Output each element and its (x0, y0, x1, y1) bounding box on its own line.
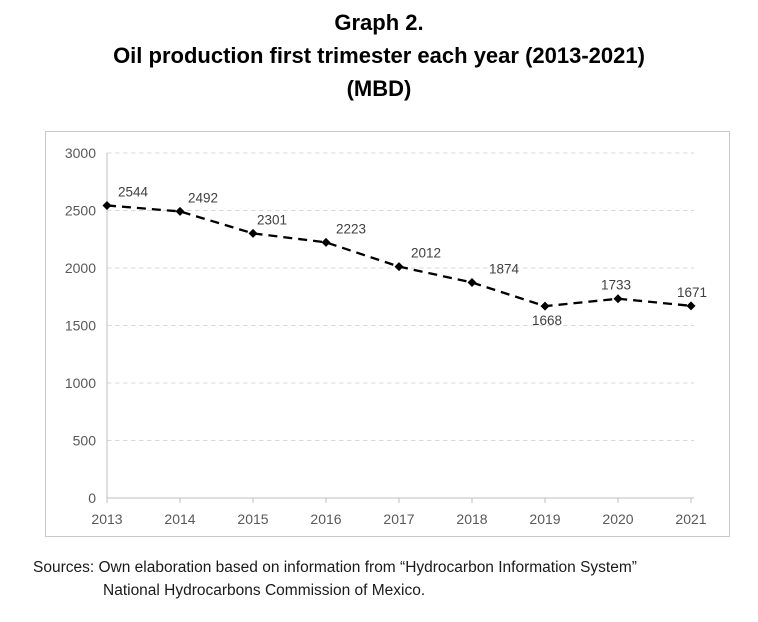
x-tick-label: 2015 (237, 511, 268, 527)
data-point-label: 1733 (601, 278, 631, 293)
data-point-marker (540, 301, 550, 311)
chart-title-line2: Oil production first trimester each year… (113, 43, 645, 68)
data-point-label: 2012 (411, 246, 441, 261)
y-tick-label: 1500 (65, 318, 96, 334)
data-point-marker (175, 206, 185, 216)
data-line (106, 204, 692, 308)
x-tick-label: 2019 (529, 511, 560, 527)
data-point-marker (613, 294, 623, 304)
chart-area: 0 500 1000 1500 2000 2500 3000 2013 2014 2015 2016… (45, 131, 730, 537)
data-point-marker (467, 277, 477, 287)
chart-title-line3: (MBD) (346, 76, 412, 101)
data-point-marker (321, 237, 331, 247)
data-point-label: 2223 (336, 221, 366, 236)
data-point-label: 1668 (532, 313, 562, 328)
x-tick-label: 2013 (91, 511, 122, 527)
data-point-marker (394, 262, 404, 272)
chart-title: Graph 2. Oil production first trimester … (0, 6, 758, 105)
y-tick-label: 3000 (65, 145, 96, 161)
data-point-label: 2492 (188, 190, 218, 205)
data-point-label: 2544 (118, 184, 149, 199)
chart-svg: 0 500 1000 1500 2000 2500 3000 2013 2014 2015 2016… (65, 145, 707, 527)
data-point-label: 2301 (257, 212, 287, 227)
x-tick-label: 2021 (675, 511, 706, 527)
data-point-marker (686, 301, 696, 311)
data-point-marker (102, 200, 112, 210)
y-tick-label: 2000 (65, 260, 96, 276)
source-line2: National Hydrocarbons Commission of Mexi… (103, 582, 426, 599)
y-tick-label: 0 (88, 490, 96, 506)
data-point-label: 1671 (677, 285, 707, 300)
source-note: Sources: Own elaboration based on inform… (33, 556, 743, 602)
y-tick-label: 500 (73, 433, 97, 449)
y-tick-label: 2500 (65, 203, 96, 219)
x-tick-label: 2016 (310, 511, 341, 527)
x-tick-label: 2017 (383, 511, 414, 527)
source-line1: Sources: Own elaboration based on inform… (33, 559, 637, 576)
x-tick-label: 2020 (602, 511, 633, 527)
chart-title-line1: Graph 2. (334, 10, 424, 35)
x-tick-label: 2018 (456, 511, 487, 527)
data-point-label: 1874 (489, 261, 520, 276)
x-tick-label: 2014 (164, 511, 195, 527)
y-tick-label: 1000 (65, 375, 96, 391)
data-point-marker (248, 228, 258, 238)
